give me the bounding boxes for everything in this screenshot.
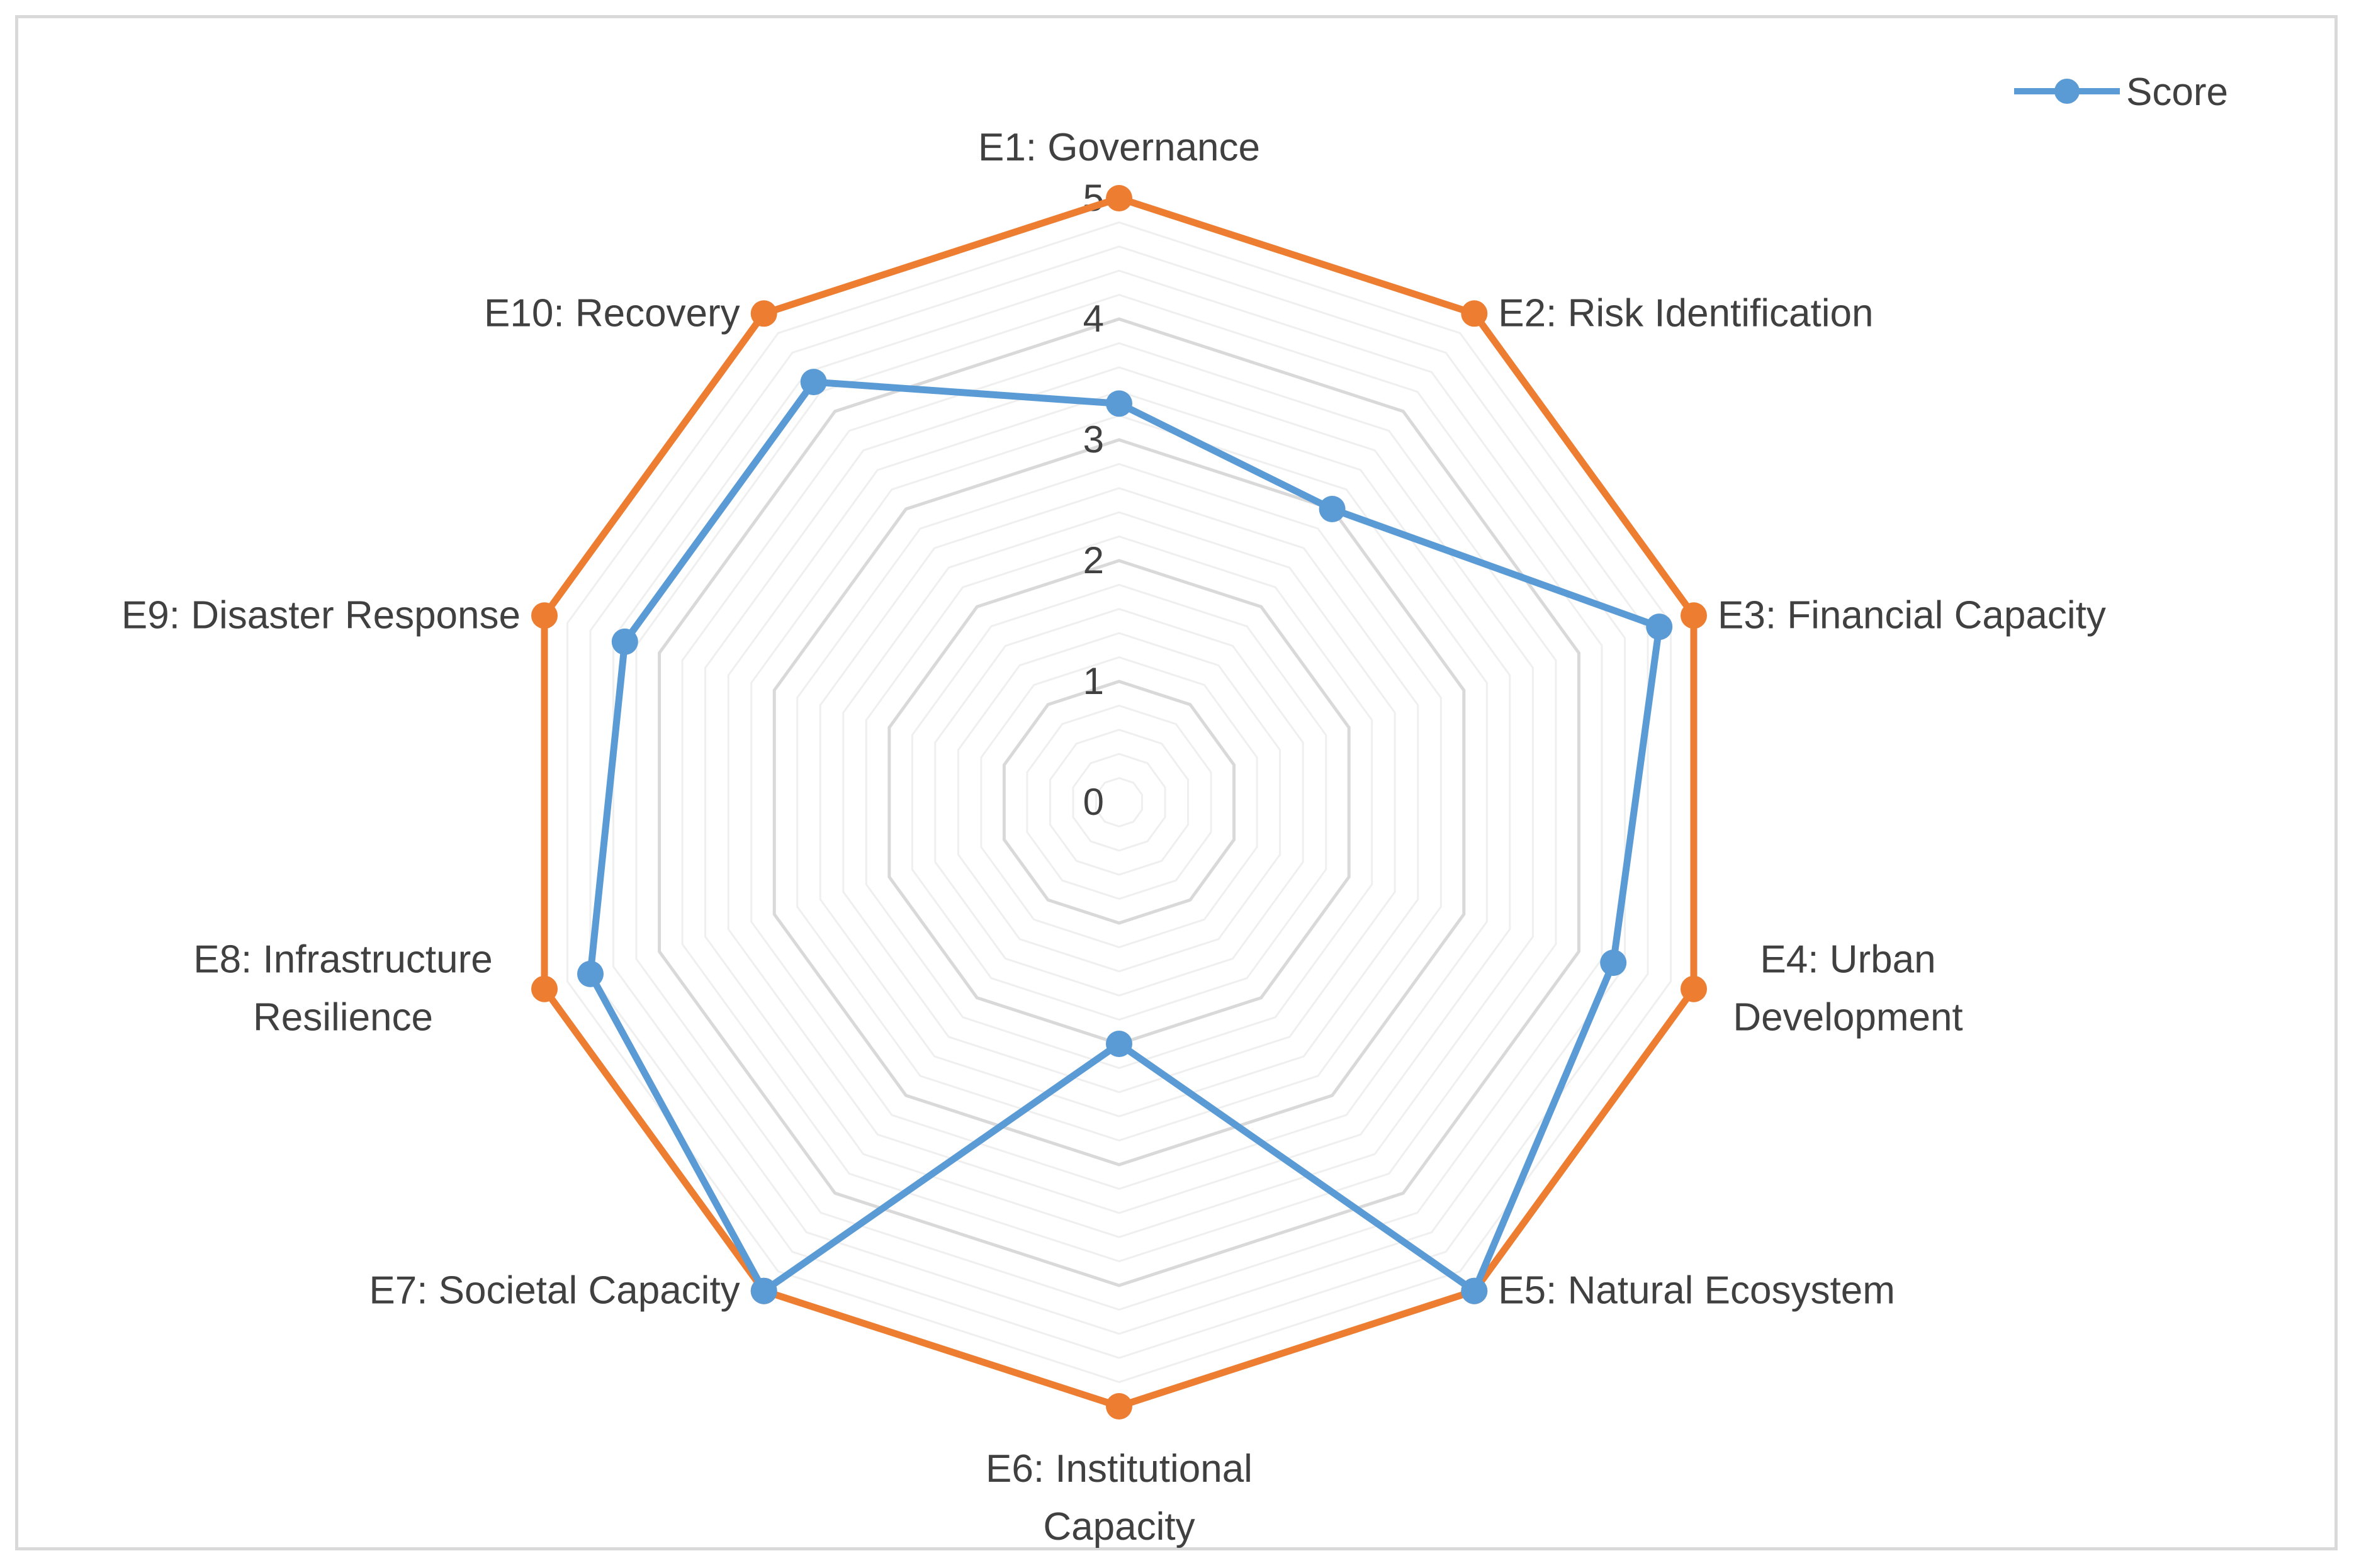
grid-ring-minor [635,294,1603,1311]
grid-ring-minor [1026,704,1212,900]
grid-ring-minor [566,221,1672,1384]
category-labels: E1: Governance E2: Risk Identification E3:… [121,126,2106,1548]
category-label: E9: Disaster Response [121,593,521,637]
category-label: E1: Governance [978,126,1260,169]
legend-label: Score [2126,70,2228,114]
category-label-line: E7: Societal Capacity [369,1269,740,1313]
grid-ring-minor [842,511,1396,1094]
grid-ring-minor [796,462,1442,1142]
score-point [1106,390,1132,417]
r-tick-label: 2 [1083,539,1104,581]
max-point [531,975,558,1002]
category-label-line: E1: Governance [978,126,1260,169]
category-label-line: E4: Urban [1760,938,1935,982]
max-point [1681,975,1707,1002]
max-point [1461,300,1488,327]
category-label-line: E9: Disaster Response [121,593,521,637]
grid-ring-major [1002,680,1236,925]
r-tick-label: 0 [1083,781,1104,823]
score-point [1461,1277,1488,1304]
grid-ring-minor [911,583,1327,1021]
legend-marker [2054,79,2080,104]
grid-ring-minor [612,269,1626,1335]
category-label-line: E2: Risk Identification [1498,291,1873,335]
category-label-line: E3: Financial Capacity [1718,593,2106,637]
legend: Score [2014,70,2228,114]
grid-ring-minor [727,390,1511,1214]
max-point [1681,602,1707,629]
series-score [577,369,1673,1304]
score-point [1319,496,1346,522]
category-label: E5: Natural Ecosystem [1498,1269,1895,1313]
category-label-line: Resilience [253,996,433,1039]
grid-ring-minor [1095,777,1143,827]
score-point [800,369,827,396]
category-label: E3: Financial Capacity [1718,593,2106,637]
category-label-line: E10: Recovery [484,291,740,335]
category-label-line: Development [1733,996,1963,1039]
score-point [611,628,638,655]
score-point [1646,613,1673,641]
chart-frame [15,15,2338,1550]
grid-ring-minor [1049,729,1190,876]
r-tick-label: 1 [1083,660,1104,702]
series-max [531,185,1707,1420]
tick-labels: 0 1 2 3 4 5 [1083,177,1104,823]
series-layer [531,185,1707,1420]
grid-ring-minor [865,535,1373,1069]
grid-ring-minor [589,245,1649,1359]
grid-ring-major [772,438,1466,1167]
grid-ring-minor [934,608,1304,997]
category-label: E7: Societal Capacity [369,1269,740,1313]
category-label: E10: Recovery [484,291,740,335]
category-label: E4: Urban Development [1733,938,1963,1039]
grid-ring-minor [681,342,1557,1263]
max-point [1106,1393,1132,1420]
r-tick-label: 5 [1083,177,1104,219]
category-label-line: E8: Infrastructure [193,938,493,982]
max-point [1106,185,1132,211]
category-label-line: E6: Institutional [986,1447,1253,1491]
grid-ring-minor [750,415,1488,1190]
score-point [1106,1031,1132,1057]
r-tick-label: 4 [1083,298,1104,340]
score-point [1600,949,1627,977]
category-label: E6: Institutional Capacity [986,1447,1253,1548]
grid-ring-minor [704,366,1534,1238]
category-label: E2: Risk Identification [1498,291,1873,335]
grid-ring-minor [980,656,1258,948]
max-point [750,300,777,327]
category-label: E8: Infrastructure Resilience [193,938,493,1039]
grid-ring-major [658,317,1580,1287]
score-point [750,1277,777,1304]
category-label-line: Capacity [1043,1505,1195,1548]
category-label-line: E5: Natural Ecosystem [1498,1269,1895,1313]
r-tick-label: 3 [1083,418,1104,461]
series-max-line [541,194,1698,1410]
score-point [577,960,604,987]
grid-ring-minor [1072,753,1166,852]
grid-ring-minor [957,632,1281,973]
max-point [531,602,558,629]
grid-ring-minor [819,487,1419,1117]
